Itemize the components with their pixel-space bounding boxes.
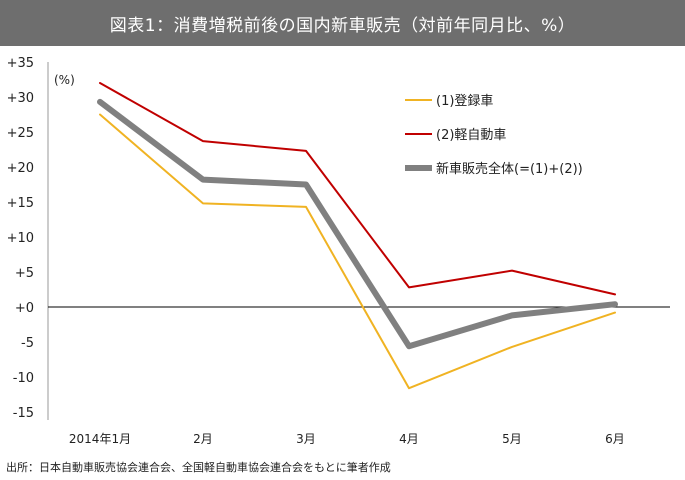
legend-label: (2)軽自動車 xyxy=(436,128,506,143)
y-tick-label: +30 xyxy=(7,91,34,106)
series-line-2 xyxy=(99,82,616,296)
y-tick-label: +10 xyxy=(7,231,34,246)
y-tick-label: +15 xyxy=(7,196,34,211)
x-tick-label: 3月 xyxy=(296,432,316,446)
chart-title: 図表1：消費増税前後の国内新車販売（対前年同月比、%） xyxy=(0,0,685,46)
legend-label: 新車販売全体(=(1)+(2)) xyxy=(436,161,583,177)
source-note: 出所：日本自動車販売協会連合会、全国軽自動車協会連合会をもとに筆者作成 xyxy=(6,461,391,474)
line-chart: +35 +30 +25 +20 +15 +10 +5 +0 -5 -10 -15 (%) 2014年1月… xyxy=(7,56,670,446)
x-tick-label: 4月 xyxy=(399,432,419,446)
y-tick-label: -15 xyxy=(13,406,34,421)
series-line-3 xyxy=(97,98,618,350)
x-tick-label: 2014年1月 xyxy=(69,432,131,446)
y-tick-label: +35 xyxy=(7,56,34,71)
x-tick-label: 6月 xyxy=(605,432,625,446)
y-unit-label: (%) xyxy=(54,73,75,87)
x-tick-label: 5月 xyxy=(502,432,522,446)
y-tick-label: +25 xyxy=(7,126,34,141)
x-tick-label: 2月 xyxy=(193,432,213,446)
chart-area: +35 +30 +25 +20 +15 +10 +5 +0 -5 -10 -15 (%) 2014年1月… xyxy=(0,46,685,456)
y-tick-label: -5 xyxy=(21,336,34,351)
y-tick-label: +20 xyxy=(7,161,34,176)
legend-label: (1)登録車 xyxy=(436,94,493,109)
y-tick-label: -10 xyxy=(13,371,34,386)
y-tick-label: +0 xyxy=(15,301,34,316)
y-tick-label: +5 xyxy=(15,266,34,281)
series-line-1 xyxy=(99,113,616,390)
